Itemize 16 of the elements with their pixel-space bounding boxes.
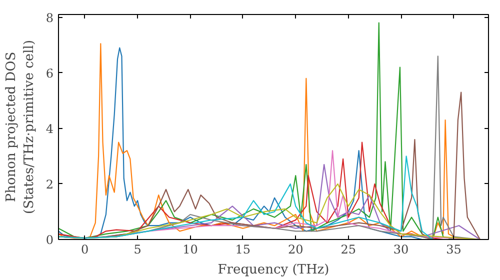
x-tick-label: 25 [340, 242, 356, 256]
x-tick-label: 35 [446, 242, 462, 256]
x-tick-label: 0 [81, 242, 89, 256]
line-series [58, 156, 434, 240]
y-tick-label: 8 [46, 10, 54, 25]
x-tick-label: 5 [134, 242, 142, 256]
y-tick-label: 2 [46, 177, 54, 192]
y-tick-label: 6 [46, 66, 54, 80]
x-tick-label: 30 [393, 242, 409, 256]
x-tick-label: 10 [182, 242, 198, 256]
x-axis-title: Frequency (THz) [218, 262, 330, 278]
y-tick-label: 0 [46, 233, 54, 247]
x-tick-label: 20 [288, 242, 304, 256]
x-tick-label: 15 [235, 242, 251, 256]
y-tick-label: 4 [46, 122, 54, 136]
y-axis-title: Phonon projected DOS (States/THz·primitive cell) [4, 40, 37, 214]
